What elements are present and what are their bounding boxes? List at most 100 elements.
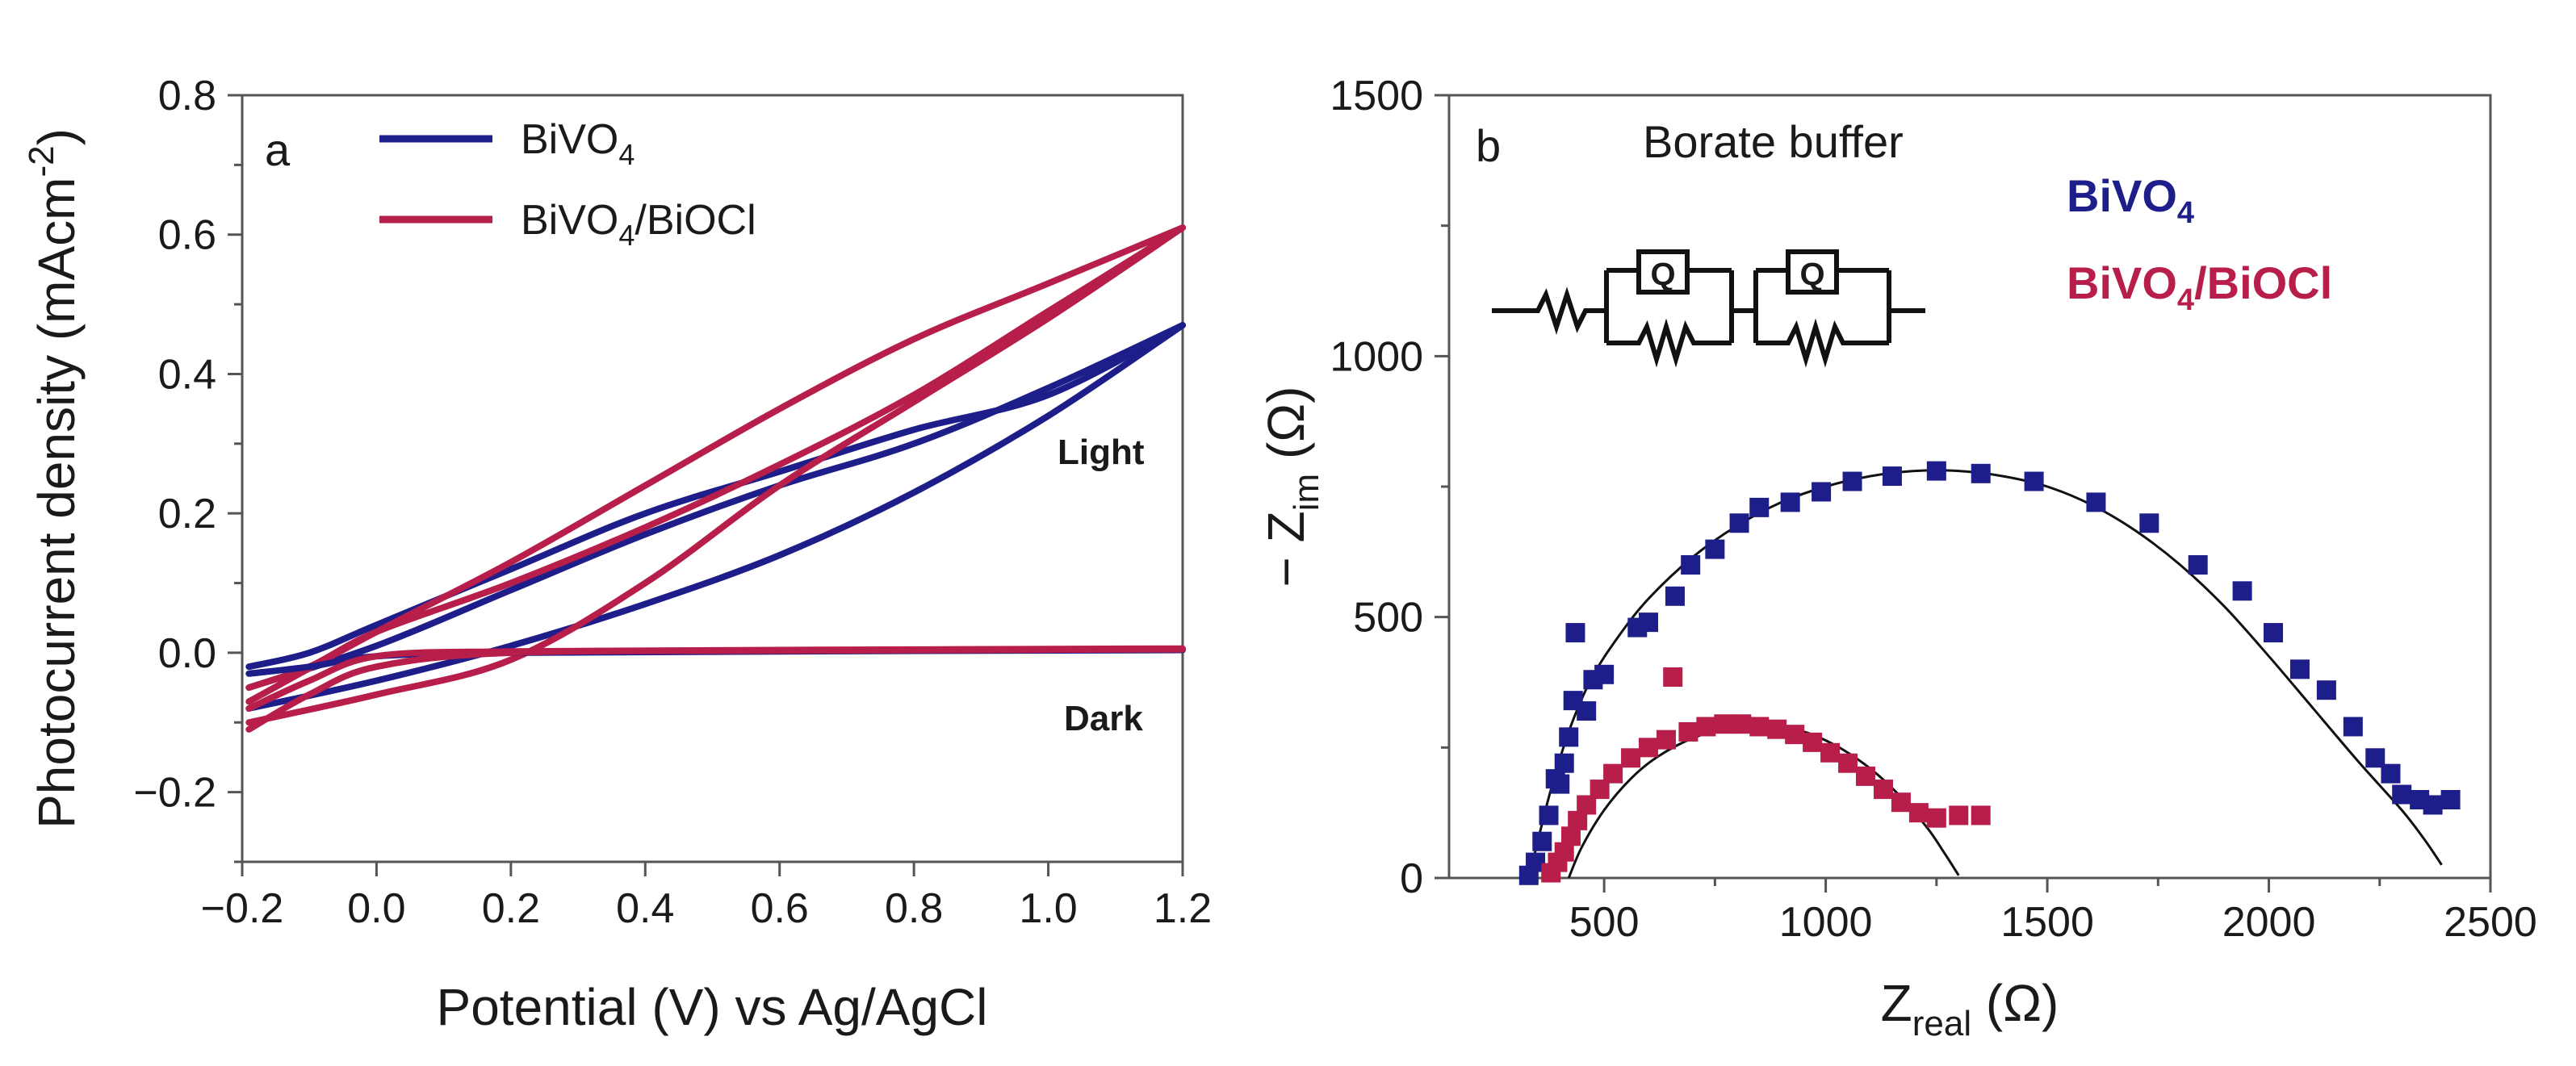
point-bivo4 xyxy=(2232,581,2252,601)
panel-b: 500 1000 1500 2000 2500 0 500 1000 1500 b Borat… xyxy=(1257,73,2537,1043)
panel-b-y-ticks: 0 500 1000 1500 xyxy=(1330,73,1449,902)
point-bivo4-biocl xyxy=(1767,719,1787,739)
legend-label-bivo4-b: BiVO4 xyxy=(2067,170,2194,230)
parallel-resistor-2-icon xyxy=(1756,318,1889,368)
point-bivo4 xyxy=(1559,727,1579,747)
panel-b-legend: BiVO4 BiVO4/BiOCl xyxy=(2067,170,2332,317)
a-x-tick-label: 0.0 xyxy=(347,885,405,932)
point-bivo4 xyxy=(1554,753,1574,773)
point-bivo4 xyxy=(1532,831,1552,851)
panel-a-y-axis-label: Photocurrent density (mAcm-2) xyxy=(22,128,86,829)
point-bivo4 xyxy=(1539,805,1559,826)
a-y-tick-label: 0.8 xyxy=(158,73,216,119)
cpe-label-2: Q xyxy=(1799,257,1824,292)
point-bivo4 xyxy=(2440,790,2461,809)
point-bivo4-biocl xyxy=(1891,792,1911,813)
point-bivo4 xyxy=(1594,664,1615,684)
point-bivo4 xyxy=(1842,471,1862,491)
panel-a-x-axis-label: Potential (V) vs Ag/AgCl xyxy=(437,978,988,1036)
legend-label-bivo4-biocl: BiVO4/BiOCl xyxy=(521,197,756,252)
point-bivo4-biocl xyxy=(1678,721,1698,742)
panel-b-series xyxy=(1518,461,2461,885)
legend-label-bivo4: BiVO4 xyxy=(521,116,635,171)
point-bivo4 xyxy=(2264,623,2284,643)
series-bivo4-biocl-dark-sweep-2 xyxy=(245,645,1186,712)
point-bivo4 xyxy=(2188,555,2208,575)
point-bivo4 xyxy=(1681,555,1701,575)
series-resistor-icon xyxy=(1492,286,1606,335)
point-bivo4-biocl xyxy=(1971,805,1991,826)
panel-b-x-axis-label: Zreal (Ω) xyxy=(1881,974,2059,1043)
point-bivo4-biocl xyxy=(1820,742,1841,763)
point-bivo4-biocl xyxy=(1838,753,1858,773)
a-x-tick-label: 1.2 xyxy=(1154,885,1212,932)
point-bivo4 xyxy=(1882,466,1902,487)
panel-a-frame xyxy=(241,94,1184,863)
annotation-dark: Dark xyxy=(1064,699,1143,738)
point-bivo4 xyxy=(2024,471,2044,491)
point-bivo4-biocl xyxy=(1949,805,1969,826)
b-y-tick-label: 1500 xyxy=(1330,73,1423,119)
point-bivo4-biocl xyxy=(1749,717,1770,737)
point-bivo4 xyxy=(1577,701,1597,721)
a-x-tick-label: 0.6 xyxy=(751,885,809,932)
a-y-tick-label: −0.2 xyxy=(133,770,216,817)
a-x-tick-label: −0.2 xyxy=(201,885,284,932)
panel-a: −0.2 0.0 0.2 0.4 0.6 0.8 1.0 1.2 −0.2 0.0 0.2 0.4 0… xyxy=(22,73,1212,1036)
annotation-light: Light xyxy=(1058,433,1145,472)
point-bivo4-biocl xyxy=(1603,763,1623,784)
cpe-box-2 xyxy=(1786,249,1839,295)
b-y-tick-label: 0 xyxy=(1400,855,1423,902)
a-y-tick-label: 0.0 xyxy=(158,630,216,677)
point-bivo4-biocl xyxy=(1696,717,1716,737)
point-bivo4-biocl xyxy=(1926,808,1946,828)
b-y-tick-label: 1000 xyxy=(1330,333,1423,380)
panel-a-y-ticks: −0.2 0.0 0.2 0.4 0.6 0.8 xyxy=(133,73,242,863)
panel-a-label: a xyxy=(265,124,291,175)
b-x-tick-label: 2000 xyxy=(2222,899,2316,946)
b-x-tick-label: 500 xyxy=(1569,899,1640,946)
point-bivo4 xyxy=(1729,513,1749,533)
a-x-tick-label: 1.0 xyxy=(1019,885,1077,932)
b-x-tick-label: 1500 xyxy=(2000,899,2094,946)
a-x-tick-label: 0.4 xyxy=(616,885,674,932)
point-bivo4-biocl xyxy=(1785,725,1805,745)
b-y-tick-label: 500 xyxy=(1353,595,1423,642)
panel-a-series xyxy=(245,224,1186,733)
point-bivo4 xyxy=(1639,612,1659,633)
point-bivo4 xyxy=(1550,774,1570,794)
point-bivo4 xyxy=(2289,659,2310,679)
point-bivo4 xyxy=(1565,623,1585,643)
point-bivo4 xyxy=(2086,492,2106,512)
point-bivo4-biocl xyxy=(1621,748,1641,768)
point-bivo4 xyxy=(2316,680,2336,700)
point-bivo4 xyxy=(2343,717,2363,737)
point-bivo4 xyxy=(1705,539,1725,559)
b-x-tick-label: 1000 xyxy=(1779,899,1873,946)
a-x-tick-label: 0.2 xyxy=(482,885,540,932)
b-x-tick-label: 2500 xyxy=(2444,899,2537,946)
a-y-tick-label: 0.6 xyxy=(158,212,216,259)
legend-label-bivo4-biocl-b: BiVO4/BiOCl xyxy=(2067,257,2332,317)
series-bivo4-biocl-light-sweep-1 xyxy=(245,224,1186,726)
a-y-tick-label: 0.2 xyxy=(158,491,216,537)
panel-a-legend: BiVO4 BiVO4/BiOCl xyxy=(379,116,756,252)
point-bivo4 xyxy=(2392,784,2412,805)
series-bivo4-biocl-light-sweep-3 xyxy=(245,224,1186,705)
point-bivo4 xyxy=(1749,497,1770,517)
parallel-resistor-1-icon xyxy=(1606,318,1732,368)
point-bivo4 xyxy=(2139,513,2159,533)
panel-a-x-ticks: −0.2 0.0 0.2 0.4 0.6 0.8 1.0 1.2 xyxy=(201,862,1212,932)
panel-b-y-axis-label: − Zim (Ω) xyxy=(1257,387,1326,587)
point-bivo4-biocl xyxy=(1639,738,1659,758)
a-y-tick-label: 0.4 xyxy=(158,351,216,398)
point-bivo4-biocl xyxy=(1873,780,1893,800)
cpe-box-1 xyxy=(1636,249,1690,295)
point-bivo4-biocl xyxy=(1732,714,1752,734)
point-bivo4 xyxy=(2423,795,2443,815)
point-bivo4 xyxy=(1665,586,1685,606)
point-bivo4 xyxy=(1971,463,1991,483)
series-bivo4-light-sweep-2 xyxy=(245,322,1186,671)
point-bivo4 xyxy=(1780,492,1800,512)
